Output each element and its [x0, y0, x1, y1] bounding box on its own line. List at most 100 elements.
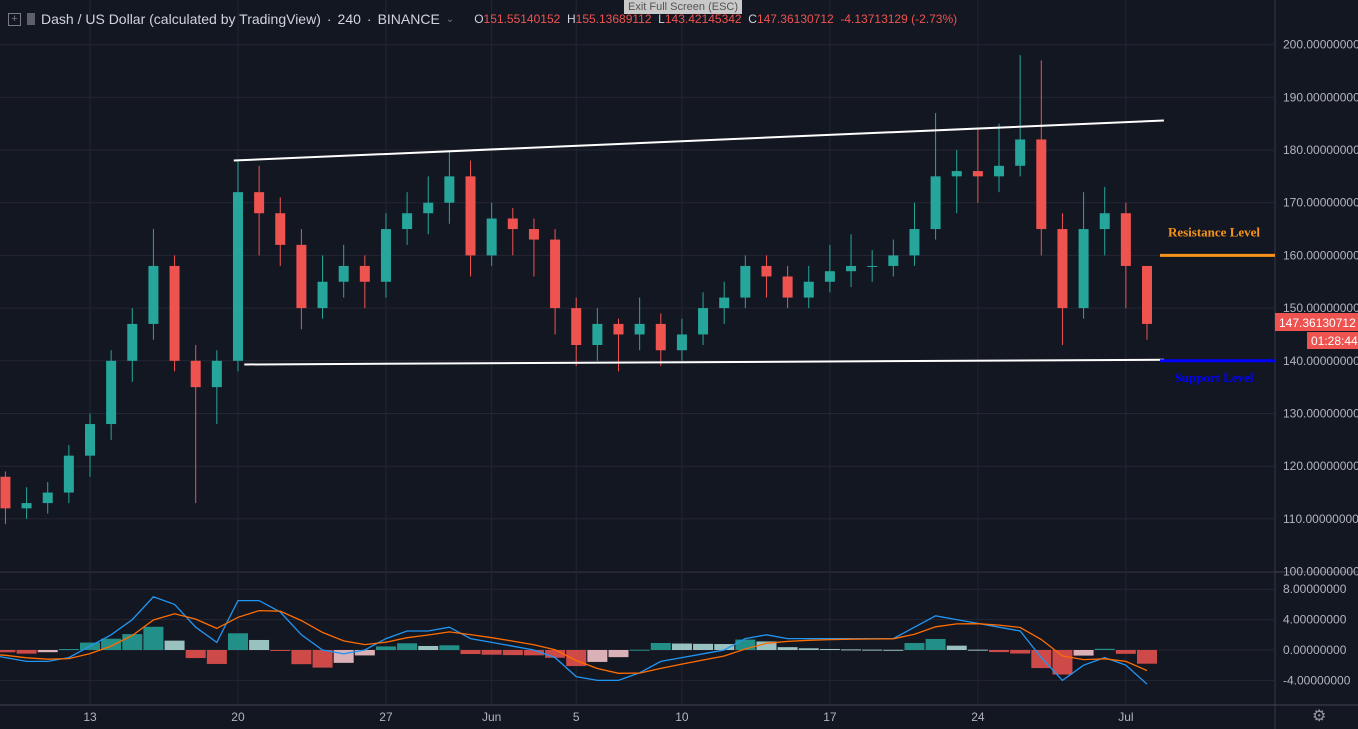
time-tick-label: 13: [83, 710, 97, 724]
macd-histogram-bar: [249, 639, 270, 650]
candle-body: [719, 297, 730, 309]
candle-body: [613, 323, 624, 335]
macd-histogram-bar: [650, 642, 671, 650]
gear-icon[interactable]: ⚙: [1312, 708, 1327, 725]
interval[interactable]: 240: [337, 11, 361, 27]
macd-histogram-bar: [946, 645, 967, 650]
price-tick-label: 160.00000000: [1283, 248, 1358, 262]
candle-body: [888, 255, 899, 266]
trend-line: [244, 358, 1164, 366]
signal-line: [0, 609, 1148, 674]
macd-histogram-bar: [37, 650, 58, 653]
macd-histogram-bar: [735, 639, 756, 650]
macd-histogram-bar: [1052, 650, 1073, 675]
candle-body: [1036, 139, 1047, 230]
candle-body: [909, 229, 920, 256]
price-tick-label: 110.00000000: [1283, 512, 1358, 526]
candle-body: [698, 308, 709, 335]
candle-body: [592, 323, 603, 345]
macd-histogram-bar: [101, 638, 122, 650]
macd-histogram-bar: [798, 648, 819, 650]
macd-histogram-bar: [904, 643, 925, 650]
candle-body: [444, 176, 455, 203]
candle-body: [380, 229, 391, 282]
countdown-tag: [1307, 332, 1358, 350]
candle-body: [190, 360, 201, 388]
candle-body: [824, 271, 835, 282]
time-tick-label: Jul: [1118, 710, 1133, 724]
macd-histogram-bar: [418, 645, 439, 650]
symbol-name[interactable]: Dash / US Dollar (calculated by TradingV…: [41, 11, 321, 27]
candle-body: [761, 265, 772, 277]
candle-body: [317, 281, 328, 309]
candle-body: [21, 503, 32, 509]
macd-histogram-bar: [185, 650, 206, 659]
candle-body: [1057, 229, 1068, 309]
macd-tick-label: 4.00000000: [1283, 613, 1347, 627]
time-tick-label: 20: [231, 710, 245, 724]
macd-histogram-bar: [714, 644, 735, 650]
macd-histogram-bar: [862, 649, 883, 651]
candle-body: [465, 176, 476, 256]
last-price: 147.36130712: [1279, 316, 1356, 330]
candle-body: [85, 424, 95, 456]
macd-histogram-bar: [989, 650, 1010, 653]
macd-histogram-bar: [1094, 648, 1115, 650]
expand-icon[interactable]: +: [8, 12, 21, 26]
time-tick-label: Jun: [482, 710, 501, 724]
candle-body: [846, 265, 857, 272]
resistance-label: Resistance Level: [1168, 224, 1260, 239]
time-tick-label: 27: [379, 710, 393, 724]
macd-histogram-bar: [375, 646, 396, 650]
macd-histogram-bar: [819, 648, 840, 650]
price-tick-label: 100.00000000: [1283, 565, 1358, 579]
macd-histogram-bar: [143, 626, 164, 650]
price-tick-label: 170.00000000: [1283, 196, 1358, 210]
exchange[interactable]: BINANCE: [377, 11, 440, 27]
macd-histogram-bar: [756, 641, 777, 650]
flag-icon[interactable]: [27, 13, 35, 25]
candle-body: [550, 239, 561, 309]
macd-histogram-bar: [671, 643, 692, 650]
macd-histogram-bar: [1115, 650, 1136, 654]
candle-body: [655, 323, 666, 351]
macd-histogram-bar: [0, 650, 16, 653]
candle-body: [402, 213, 413, 230]
macd-histogram-bar: [545, 650, 566, 658]
macd-histogram-bar: [481, 650, 502, 655]
candle-body: [507, 218, 518, 230]
countdown: 01:28:44: [1311, 334, 1358, 348]
candle-body: [951, 171, 962, 177]
candle-body: [63, 455, 74, 493]
price-tick-label: 200.00000000: [1283, 38, 1358, 52]
macd-histogram-bar: [270, 650, 291, 651]
macd-histogram-bar: [693, 643, 714, 650]
macd-histogram-bar: [58, 649, 79, 651]
macd-histogram-bar: [1137, 650, 1157, 664]
chevron-down-icon[interactable]: ⌄: [445, 13, 455, 25]
macd-histogram-bar: [291, 650, 312, 665]
macd-tick-label: 8.00000000: [1283, 582, 1347, 596]
macd-histogram-bar: [608, 650, 629, 658]
price-tick-label: 180.00000000: [1283, 143, 1358, 157]
last-price-tag: [1275, 313, 1358, 332]
candle-body: [972, 171, 983, 177]
macd-histogram-bar: [122, 634, 143, 650]
exit-fullscreen-button[interactable]: Exit Full Screen (ESC): [624, 0, 743, 14]
candle-body: [254, 192, 265, 214]
price-tick-label: 150.00000000: [1283, 301, 1358, 315]
macd-histogram-bar: [397, 643, 418, 650]
macd-tick-label: -4.00000000: [1283, 673, 1351, 687]
macd-histogram-bar: [925, 638, 946, 650]
macd-histogram-bar: [1073, 650, 1094, 656]
candle-body: [211, 360, 222, 388]
candle-body: [1142, 265, 1152, 324]
candle-body: [634, 323, 645, 335]
macd-histogram-bar: [312, 650, 333, 668]
candle-body: [1015, 139, 1026, 166]
candle-body: [803, 281, 814, 298]
macd-histogram-bar: [841, 649, 862, 651]
candle-body: [359, 265, 370, 282]
macd-histogram-bar: [587, 650, 608, 662]
